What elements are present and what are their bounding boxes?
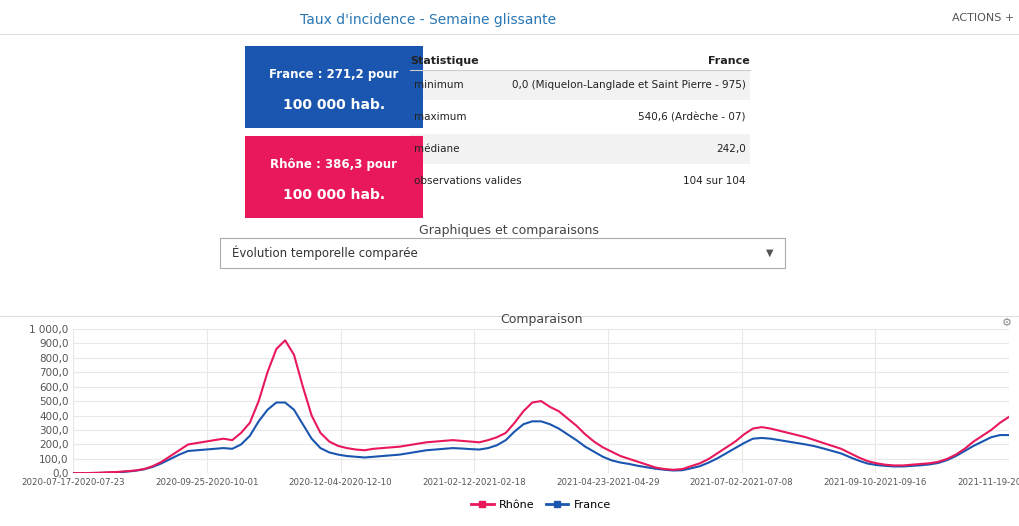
Bar xyxy=(245,136,423,218)
Title: Comparaison: Comparaison xyxy=(500,313,582,326)
Text: 0,0 (Miquelon-Langlade et Saint Pierre - 975): 0,0 (Miquelon-Langlade et Saint Pierre -… xyxy=(513,80,746,90)
Text: minimum: minimum xyxy=(414,80,464,90)
Text: 540,6 (Ardèche - 07): 540,6 (Ardèche - 07) xyxy=(639,112,746,122)
Text: ACTIONS +: ACTIONS + xyxy=(952,13,1014,23)
Text: Statistique: Statistique xyxy=(410,56,479,66)
Bar xyxy=(410,70,750,100)
Text: France : 271,2 pour: France : 271,2 pour xyxy=(269,68,398,82)
Text: ▼: ▼ xyxy=(765,248,773,258)
Text: Graphiques et comparaisons: Graphiques et comparaisons xyxy=(419,224,599,237)
Text: ⚙: ⚙ xyxy=(1002,318,1012,328)
Text: observations valides: observations valides xyxy=(414,176,522,186)
Text: 100 000 hab.: 100 000 hab. xyxy=(283,98,385,112)
Bar xyxy=(410,166,750,196)
Bar xyxy=(410,134,750,164)
Text: maximum: maximum xyxy=(414,112,467,122)
Text: médiane: médiane xyxy=(414,144,460,154)
Text: 242,0: 242,0 xyxy=(716,144,746,154)
Text: France: France xyxy=(708,56,750,66)
Text: 104 sur 104: 104 sur 104 xyxy=(684,176,746,186)
Bar xyxy=(220,238,785,268)
Bar xyxy=(245,46,423,128)
Text: 100 000 hab.: 100 000 hab. xyxy=(283,188,385,203)
Text: Taux d'incidence - Semaine glissante: Taux d'incidence - Semaine glissante xyxy=(300,13,556,27)
Text: Rhône : 386,3 pour: Rhône : 386,3 pour xyxy=(270,158,397,171)
Bar xyxy=(410,102,750,132)
Legend: Rhône, France: Rhône, France xyxy=(467,495,615,514)
Text: Évolution temporelle comparée: Évolution temporelle comparée xyxy=(232,246,418,260)
